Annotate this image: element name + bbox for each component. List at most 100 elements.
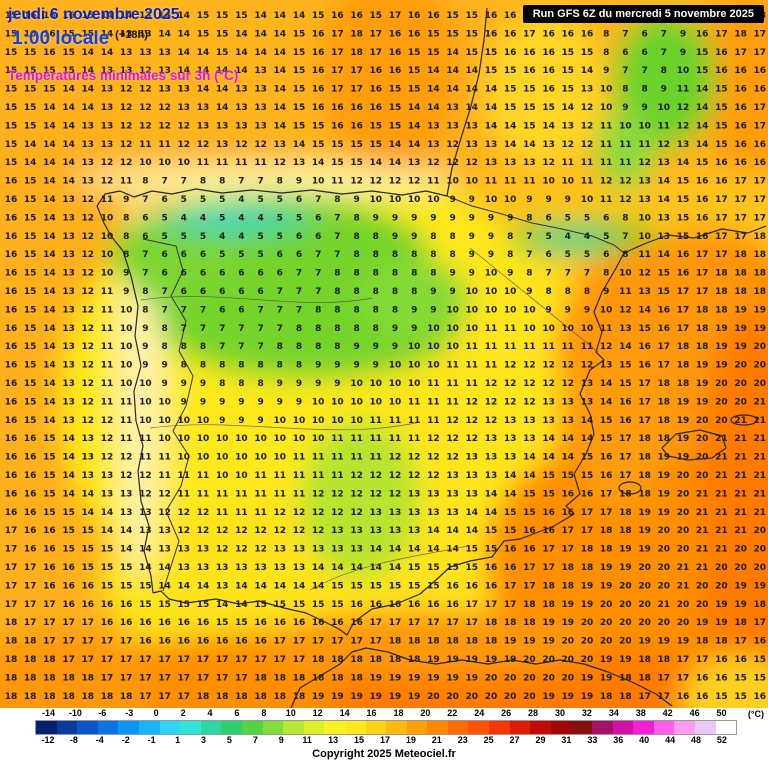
temp-value: 16 <box>350 121 363 131</box>
temp-value: 17 <box>696 655 709 665</box>
temp-value: 21 <box>715 471 728 481</box>
temp-value: 11 <box>197 471 210 481</box>
temp-value: 18 <box>715 269 728 279</box>
temp-value: 16 <box>331 618 344 628</box>
temp-value: 16 <box>24 434 37 444</box>
temp-value: 19 <box>734 581 747 591</box>
temp-value: 17 <box>5 581 18 591</box>
temp-value: 10 <box>120 342 133 352</box>
temp-value: 19 <box>658 637 671 647</box>
temp-value: 19 <box>562 600 575 610</box>
temp-value: 6 <box>622 48 628 58</box>
colorbar-segment <box>427 721 448 734</box>
color-scale-legend: -14 -10 -6 -3 0 2 4 6 8 10 12 14 16 18 20 22 24 26 28 30 32 3… <box>0 708 768 768</box>
scale-tick-label: 24 <box>474 708 485 718</box>
temp-value: 15 <box>677 213 690 223</box>
temp-value: 9 <box>161 361 167 371</box>
temp-value: 20 <box>619 600 632 610</box>
temp-value: 15 <box>523 103 536 113</box>
temp-value: 17 <box>677 305 690 315</box>
temp-value: 15 <box>446 29 459 39</box>
temp-value: 19 <box>504 655 517 665</box>
temp-value: 14 <box>658 177 671 187</box>
scale-tick-label: 9 <box>278 735 284 745</box>
temp-value: 16 <box>5 342 18 352</box>
temp-value: 7 <box>181 305 187 315</box>
scale-tick-label: 1 <box>175 735 181 745</box>
temp-value: 18 <box>562 563 575 573</box>
temp-value: 9 <box>219 416 225 426</box>
temp-value: 14 <box>581 66 594 76</box>
temp-value: 11 <box>331 177 344 187</box>
temp-value: 17 <box>139 692 152 702</box>
temp-value: 15 <box>24 85 37 95</box>
temp-value: 9 <box>257 416 263 426</box>
temp-value: 21 <box>677 581 690 591</box>
temp-value: 10 <box>370 397 383 407</box>
temp-value: 12 <box>677 121 690 131</box>
temp-value: 18 <box>235 692 248 702</box>
temp-value: 18 <box>715 637 728 647</box>
temp-value: 12 <box>216 526 229 536</box>
temp-value: 8 <box>526 269 532 279</box>
temp-value: 10 <box>350 397 363 407</box>
temp-value: 13 <box>216 563 229 573</box>
temp-value: 15 <box>24 379 37 389</box>
temp-value: 17 <box>158 692 171 702</box>
temp-value: 7 <box>526 250 532 260</box>
temp-value: 11 <box>293 471 306 481</box>
temp-value: 19 <box>350 692 363 702</box>
temp-value: 4 <box>565 232 571 242</box>
temp-value: 19 <box>638 526 651 536</box>
temp-value: 16 <box>82 581 95 591</box>
temp-value: 17 <box>331 85 344 95</box>
temp-value: 13 <box>485 471 498 481</box>
temp-value: 13 <box>235 103 248 113</box>
temp-value: 17 <box>101 637 114 647</box>
temp-value: 16 <box>43 29 56 39</box>
temp-value: 13 <box>62 324 75 334</box>
temp-value: 16 <box>331 11 344 21</box>
temp-value: 13 <box>101 489 114 499</box>
temp-value: 8 <box>622 213 628 223</box>
temp-value: 15 <box>466 29 479 39</box>
temp-value: 8 <box>334 305 340 315</box>
temp-value: 17 <box>715 195 728 205</box>
temp-value: 21 <box>715 526 728 536</box>
temp-value: 18 <box>658 397 671 407</box>
temp-value: 20 <box>542 673 555 683</box>
temp-value: 9 <box>526 287 532 297</box>
temp-value: 17 <box>619 434 632 444</box>
temp-value: 12 <box>82 232 95 242</box>
temp-value: 16 <box>734 140 747 150</box>
temp-value: 19 <box>619 563 632 573</box>
temp-value: 21 <box>715 453 728 463</box>
temp-value: 20 <box>715 581 728 591</box>
temp-value: 5 <box>181 232 187 242</box>
temp-value: 20 <box>619 637 632 647</box>
temp-value: 10 <box>446 177 459 187</box>
temp-value: 13 <box>254 563 267 573</box>
temp-value: 16 <box>370 600 383 610</box>
temp-value: 15 <box>312 600 325 610</box>
temp-value: 6 <box>161 250 167 260</box>
temp-value: 8 <box>334 287 340 297</box>
temp-value: 6 <box>296 195 302 205</box>
temp-value: 16 <box>485 29 498 39</box>
temp-value: 7 <box>296 287 302 297</box>
temp-value: 5 <box>161 213 167 223</box>
temp-value: 18 <box>754 250 767 260</box>
temp-value: 17 <box>389 618 402 628</box>
temp-value: 20 <box>504 673 517 683</box>
temp-value: 15 <box>5 85 18 95</box>
temp-value: 14 <box>82 103 95 113</box>
temp-value: 14 <box>542 121 555 131</box>
temp-value: 10 <box>331 397 344 407</box>
temp-value: 4 <box>238 232 244 242</box>
temp-value: 5 <box>277 213 283 223</box>
temp-value: 10 <box>466 287 479 297</box>
temp-value: 18 <box>542 600 555 610</box>
temp-value: 14 <box>158 581 171 591</box>
temp-value: 20 <box>734 397 747 407</box>
temp-value: 17 <box>715 213 728 223</box>
